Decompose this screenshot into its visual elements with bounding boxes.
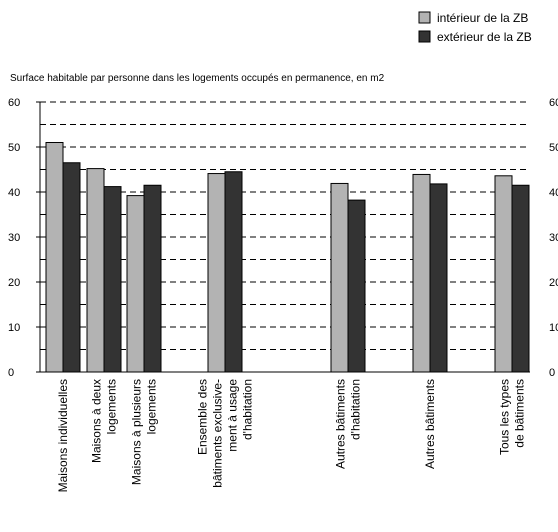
bar xyxy=(347,199,366,373)
y-tick-label: 0 xyxy=(8,367,14,379)
y-tick-label: 30 xyxy=(8,232,20,244)
y-tick-label: 20 xyxy=(8,277,20,289)
bar xyxy=(224,171,243,373)
legend-swatch-exterieur xyxy=(418,30,431,43)
category-label-line: Ensemble des xyxy=(196,379,210,455)
bar xyxy=(429,183,448,373)
bar xyxy=(103,186,122,373)
legend-swatch-interieur xyxy=(418,11,431,24)
category-label-line: de bâtiments xyxy=(513,379,527,448)
chart-title: Surface habitable par personne dans les … xyxy=(10,73,385,84)
category-label: Ensemble des bâtiments exclusive-ment à u… xyxy=(196,379,255,488)
y-tick-labels-left: 0 10 20 30 40 50 60 xyxy=(8,97,20,379)
y-tick-label: 50 xyxy=(8,142,20,154)
category-label-line: Maisons à plusieurs xyxy=(130,379,144,485)
category-label: Maisons à deux logements xyxy=(90,379,119,463)
category-label: Maisons individuelles xyxy=(56,379,70,492)
category-label-line: d'habitation xyxy=(349,379,363,440)
bars xyxy=(45,142,530,373)
category-label-line: d'habitation xyxy=(241,379,255,440)
legend: intérieur de la ZB extérieur de la ZB xyxy=(418,11,532,44)
y-tick-label: 10 xyxy=(8,322,20,334)
category-label-line: logements xyxy=(145,379,159,434)
y-tick-labels-right: 0 10 20 30 40 50 60 xyxy=(549,97,558,379)
legend-label-interieur: intérieur de la ZB xyxy=(437,11,528,25)
gridlines xyxy=(40,101,530,350)
category-label: Tous les types de bâtiments xyxy=(498,379,527,455)
bar xyxy=(207,173,226,373)
bar xyxy=(511,184,530,373)
bar xyxy=(45,142,64,373)
category-label-line: Maisons individuelles xyxy=(56,379,70,492)
y-tick-label: 40 xyxy=(8,187,20,199)
bar xyxy=(126,195,145,373)
category-label: Autres bâtiments d'habitation xyxy=(334,379,363,469)
bar xyxy=(330,182,349,373)
y-tick-label-right: 60 xyxy=(549,97,558,109)
category-label-line: logements xyxy=(105,379,119,434)
legend-label-exterieur: extérieur de la ZB xyxy=(437,30,532,44)
bar xyxy=(86,168,105,373)
category-labels: Maisons individuelles Maisons à deux logem… xyxy=(56,379,527,493)
category-label-line: bâtiments exclusive- xyxy=(211,379,225,488)
category-label: Autres bâtiments xyxy=(423,379,437,469)
y-tick-label-right: 0 xyxy=(549,367,555,379)
y-tick-label-right: 50 xyxy=(549,142,558,154)
bar xyxy=(62,162,81,373)
bar xyxy=(412,173,431,373)
y-tick-label-right: 20 xyxy=(549,277,558,289)
category-label: Maisons à plusieurs logements xyxy=(130,379,159,485)
y-tick-label-right: 40 xyxy=(549,187,558,199)
category-label-line: Maisons à deux xyxy=(90,379,104,463)
y-tick-label-right: 10 xyxy=(549,322,558,334)
category-label-line: Autres bâtiments xyxy=(423,379,437,469)
y-tick-label: 60 xyxy=(8,97,20,109)
category-label-line: ment à usage xyxy=(226,379,240,452)
y-tick-label-right: 30 xyxy=(549,232,558,244)
category-label-line: Autres bâtiments xyxy=(334,379,348,469)
bar xyxy=(143,184,162,373)
bar xyxy=(494,175,513,373)
axes xyxy=(36,101,530,373)
category-label-line: Tous les types xyxy=(498,379,512,455)
